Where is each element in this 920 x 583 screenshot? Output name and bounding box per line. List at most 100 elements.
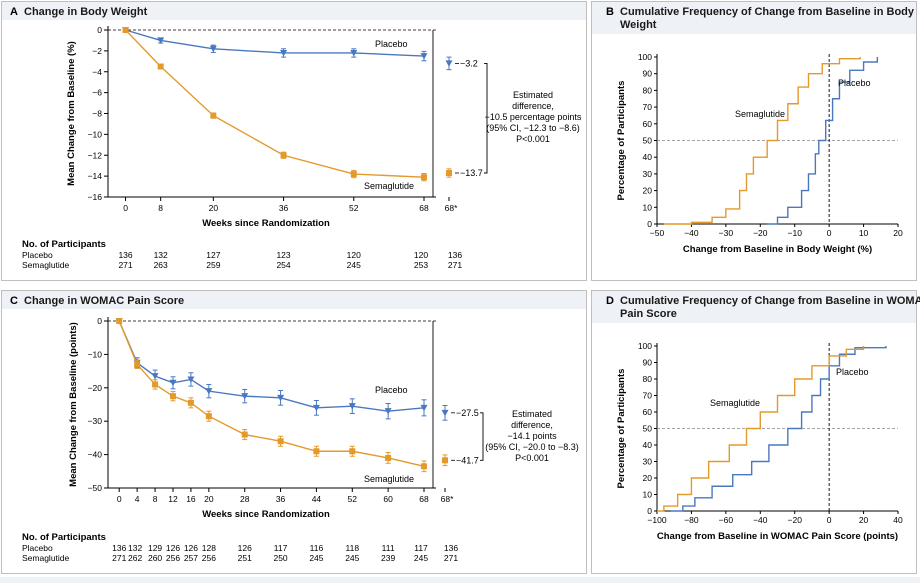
difference-annotation: P<0.001 xyxy=(515,453,549,463)
semaglutide-point xyxy=(116,318,123,324)
semaglutide-point xyxy=(350,171,357,178)
y-axis-label: Percentage of Participants xyxy=(616,81,627,201)
participants-count: 263 xyxy=(154,260,168,270)
placebo-point xyxy=(187,376,195,383)
y-tick-label: 100 xyxy=(638,52,652,62)
panel-d-plot: 0 10 20 30 40 50 60 70 80 90 100 −100 −80 −60 −40 −20 0 2… xyxy=(616,341,903,542)
difference-annotation: P<0.001 xyxy=(516,134,550,144)
x-tick-label: 20 xyxy=(893,228,903,238)
participants-count: 259 xyxy=(206,260,220,270)
y-tick-label: −8 xyxy=(92,109,102,119)
placebo-end-value: −27.5 xyxy=(456,408,479,418)
y-tick-label: 90 xyxy=(643,358,653,368)
y-axis-label: Mean Change from Baseline (points) xyxy=(68,322,79,487)
y-tick-label: 0 xyxy=(647,219,652,229)
bottom-strip xyxy=(0,577,920,583)
participants-title: No. of Participants xyxy=(22,239,106,250)
y-tick-label: 30 xyxy=(643,457,653,467)
panel-d-letter: D xyxy=(606,295,614,307)
placebo-point xyxy=(280,49,288,57)
placebo-point xyxy=(157,37,165,44)
x-tick-label-end: 68* xyxy=(445,203,458,213)
placebo-end-value: −3.2 xyxy=(460,58,478,68)
difference-bracket xyxy=(484,62,488,174)
x-tick-label: 68 xyxy=(419,203,429,213)
participants-count: 136 xyxy=(112,543,126,553)
y-axis-label: Percentage of Participants xyxy=(616,369,627,489)
placebo-series-label: Placebo xyxy=(836,367,869,377)
y-tick-label: 20 xyxy=(643,186,653,196)
y-tick-label: 40 xyxy=(643,440,653,450)
participants-count: 251 xyxy=(238,553,252,563)
y-tick-label: −10 xyxy=(88,349,103,359)
x-tick-label: 44 xyxy=(312,494,322,504)
placebo-point xyxy=(209,45,217,53)
x-axis-label: Change from Baseline in Body Weight (%) xyxy=(683,244,872,255)
x-tick-label: 52 xyxy=(348,494,358,504)
placebo-point xyxy=(350,49,358,57)
participants-count: 256 xyxy=(166,553,180,563)
semaglutide-series-label: Semaglutide xyxy=(735,109,785,119)
x-tick-label: −10 xyxy=(788,228,803,238)
semaglutide-point xyxy=(187,399,194,406)
semaglutide-point xyxy=(349,448,356,455)
panel-d: D Cumulative Frequency of Change from Ba… xyxy=(591,290,920,574)
placebo-point xyxy=(277,394,285,402)
participants-count: 254 xyxy=(276,260,290,270)
participants-count: 253 xyxy=(414,260,428,270)
difference-annotation: Estimated xyxy=(513,90,553,100)
y-tick-label: −50 xyxy=(88,483,103,493)
panel-a-title: Change in Body Weight xyxy=(24,6,148,18)
participants-count: 120 xyxy=(414,250,428,260)
panel-c-plot: 0 −10 −20 −30 −40 −50 0 4 8 12 16 20 28 36 44 52 60 68 68*… xyxy=(22,316,579,563)
placebo-point xyxy=(169,379,177,387)
placebo-end-point xyxy=(441,409,449,417)
difference-annotation: (95% CI, −20.0 to −8.3) xyxy=(485,442,579,452)
panel-c-letter: C xyxy=(10,295,18,307)
y-tick-label: −14 xyxy=(88,171,103,181)
participants-count: 271 xyxy=(444,553,458,563)
placebo-series-label: Placebo xyxy=(375,39,408,49)
participants-count: 245 xyxy=(309,553,323,563)
x-tick-label: 68 xyxy=(419,494,429,504)
participants-count: 111 xyxy=(382,543,395,553)
x-tick-label: 0 xyxy=(827,515,832,525)
x-axis-label: Change from Baseline in WOMAC Pain Score… xyxy=(657,531,898,542)
panel-b-letter: B xyxy=(606,6,614,18)
participants-count: 245 xyxy=(414,553,428,563)
participants-count: 132 xyxy=(128,543,142,553)
x-tick-label: 36 xyxy=(276,494,286,504)
semaglutide-point xyxy=(313,448,320,455)
x-tick-label: 0 xyxy=(117,494,122,504)
y-tick-label: 80 xyxy=(643,85,653,95)
semaglutide-point xyxy=(385,454,392,461)
participants-count: 120 xyxy=(347,250,361,260)
panel-b-frame xyxy=(591,1,917,281)
y-tick-label: −2 xyxy=(92,46,102,56)
panel-d-frame xyxy=(591,290,917,574)
participants-count: 129 xyxy=(148,543,162,553)
participants-count: 126 xyxy=(238,543,252,553)
y-tick-label: 20 xyxy=(643,473,653,483)
y-tick-label: 10 xyxy=(643,202,653,212)
x-axis-label: Weeks since Randomization xyxy=(202,509,330,520)
participants-row-label: Placebo xyxy=(22,543,53,553)
placebo-end-point xyxy=(445,60,453,67)
x-tick-label: 10 xyxy=(859,228,869,238)
x-tick-label: −20 xyxy=(788,515,803,525)
participants-count: 271 xyxy=(112,553,126,563)
participants-row-label: Semaglutide xyxy=(22,260,70,270)
participants-count: 256 xyxy=(202,553,216,563)
x-axis-label: Weeks since Randomization xyxy=(202,218,330,229)
participants-count: 118 xyxy=(346,543,360,553)
panel-a-letter: A xyxy=(10,6,18,18)
participants-count: 117 xyxy=(274,543,288,553)
x-tick-label: −60 xyxy=(719,515,734,525)
semaglutide-point xyxy=(152,381,159,388)
semaglutide-end-point xyxy=(442,457,448,464)
x-tick-label: 8 xyxy=(153,494,158,504)
y-tick-label: 80 xyxy=(643,374,653,384)
panel-c-header xyxy=(2,291,586,309)
semaglutide-point xyxy=(421,174,427,181)
difference-annotation: Estimated xyxy=(512,409,552,419)
